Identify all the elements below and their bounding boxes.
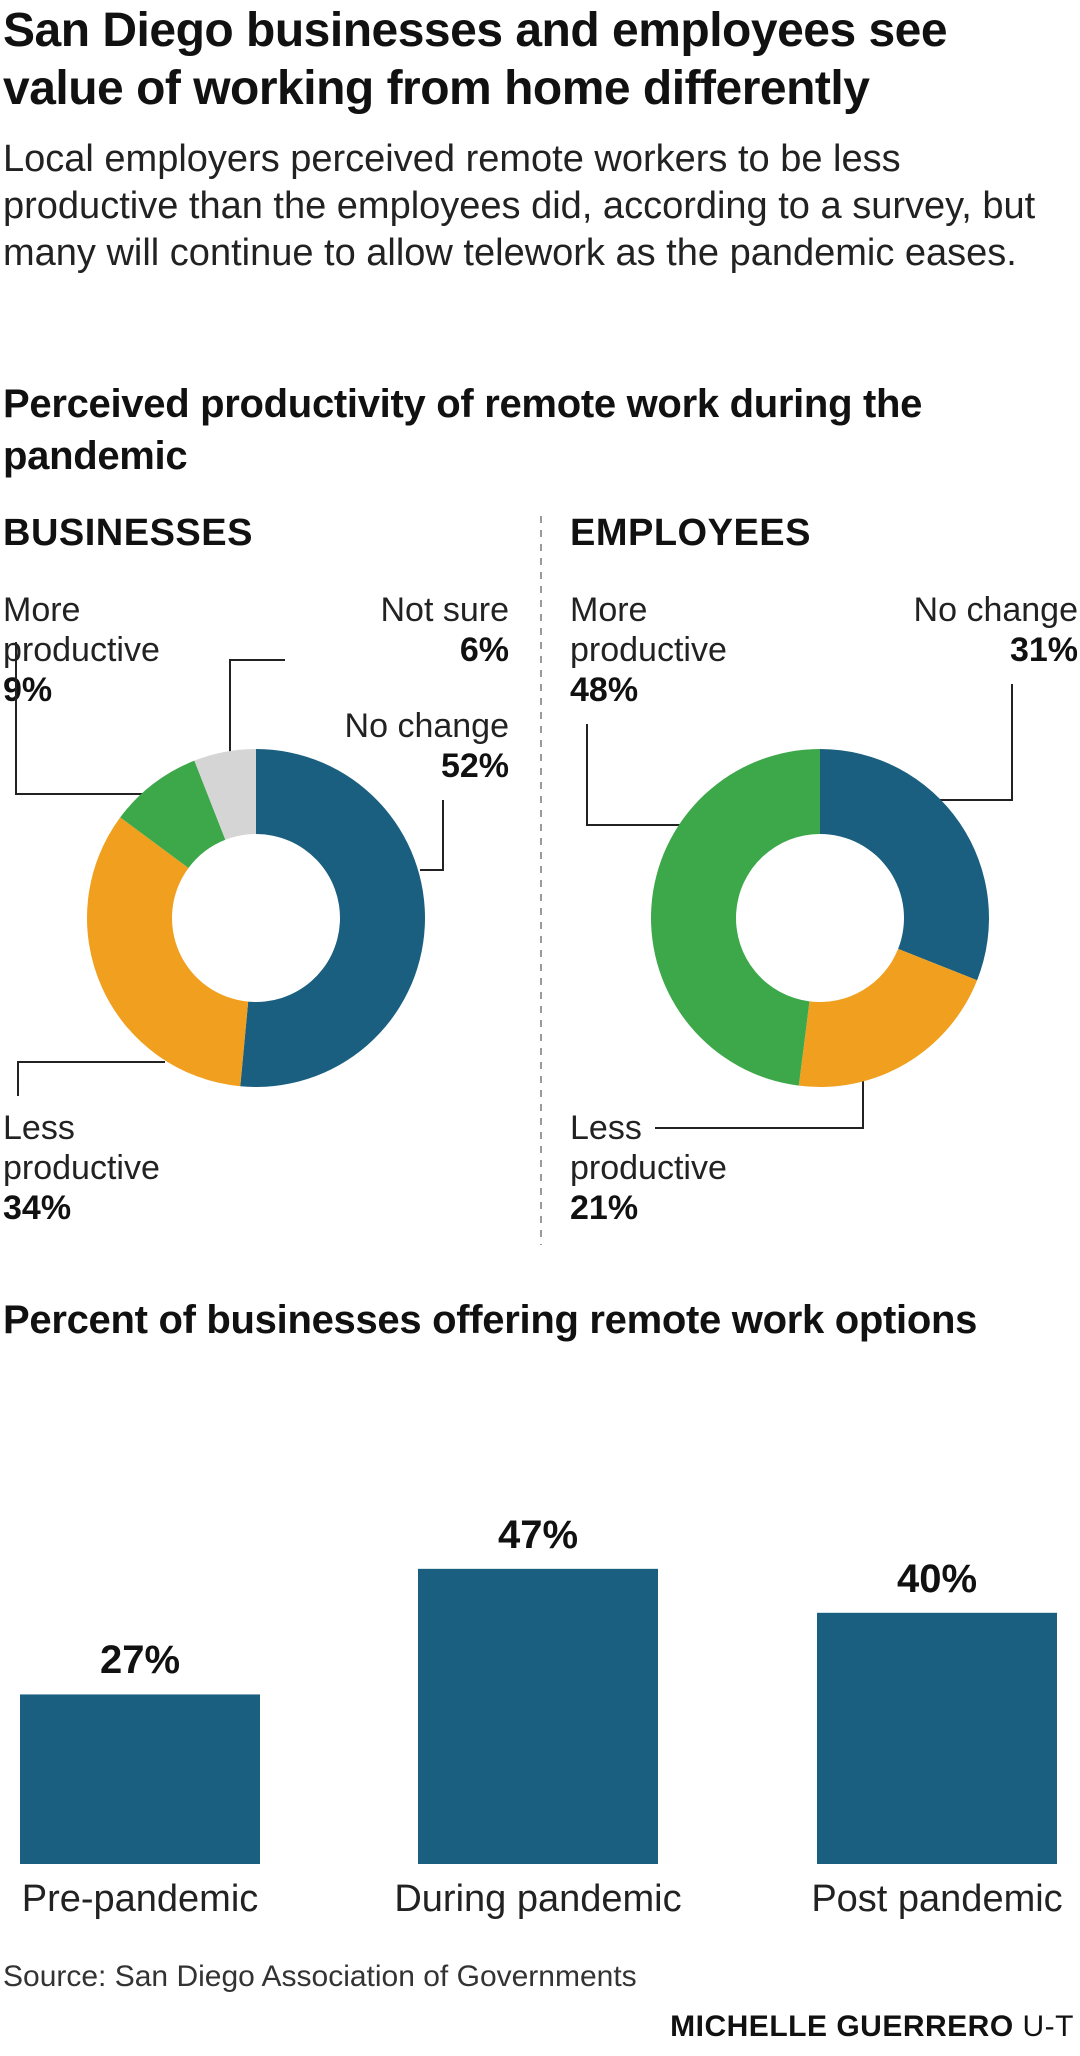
bar-category-label: During pandemic	[394, 1878, 682, 1920]
bar-post-pandemic	[817, 1612, 1057, 1864]
page-title: San Diego businesses and employees see v…	[3, 4, 948, 115]
biz-no-change-leader	[420, 800, 444, 871]
biz-less-productive-leader	[17, 1061, 165, 1096]
emp-more-productive-label: More productive 48%	[570, 591, 727, 709]
biz-more-productive-leader	[15, 642, 150, 795]
emp-no-change-leader	[940, 684, 1013, 801]
emp-slice-no-change	[820, 749, 989, 981]
bar-category-label: Pre-pandemic	[21, 1878, 259, 1920]
businesses-panel-title: BUSINESSES	[3, 512, 253, 554]
bar-during-pandemic	[418, 1568, 658, 1864]
biz-slice-no-change	[240, 748, 426, 1087]
emp-more-productive-leader	[586, 724, 690, 826]
bar-value-label: 40%	[896, 1556, 978, 1601]
bar-category-label: Post pandemic	[811, 1878, 1063, 1920]
biz-no-change-label: No change 52%	[344, 707, 509, 785]
biz-not-sure-leader	[229, 659, 285, 756]
emp-slice-more-productive	[651, 748, 820, 1086]
emp-less-productive-label: Less productive 21%	[570, 1109, 727, 1227]
businesses-donut	[87, 748, 426, 1087]
productivity-section-title: Perceived productivity of remote work du…	[3, 382, 923, 478]
biz-slice-less-productive	[87, 817, 249, 1087]
credit-line: MICHELLE GUERRERO U-T	[670, 2010, 1074, 2043]
source-note: Source: San Diego Association of Governm…	[3, 1960, 637, 1993]
biz-more-productive-label: More productive 9%	[3, 591, 160, 709]
bar-pre-pandemic	[20, 1694, 260, 1864]
bar-value-label: 27%	[99, 1638, 181, 1683]
employees-donut	[651, 748, 989, 1087]
biz-not-sure-label: Not sure 6%	[380, 591, 510, 669]
emp-slice-less-productive	[798, 948, 978, 1087]
remote-options-bar-chart	[20, 1568, 1057, 1864]
emp-less-productive-leader	[655, 1078, 864, 1129]
remote-options-section-title: Percent of businesses offering remote wo…	[3, 1298, 978, 1342]
bar-value-label: 47%	[497, 1512, 579, 1557]
biz-less-productive-label: Less productive 34%	[3, 1109, 160, 1227]
page-subtitle: Local employers perceived remote workers…	[3, 138, 1036, 274]
biz-slice-not-sure	[194, 749, 256, 840]
biz-slice-more-productive	[120, 760, 226, 868]
employees-panel-title: EMPLOYEES	[570, 512, 811, 554]
emp-no-change-label: No change 31%	[913, 591, 1078, 669]
